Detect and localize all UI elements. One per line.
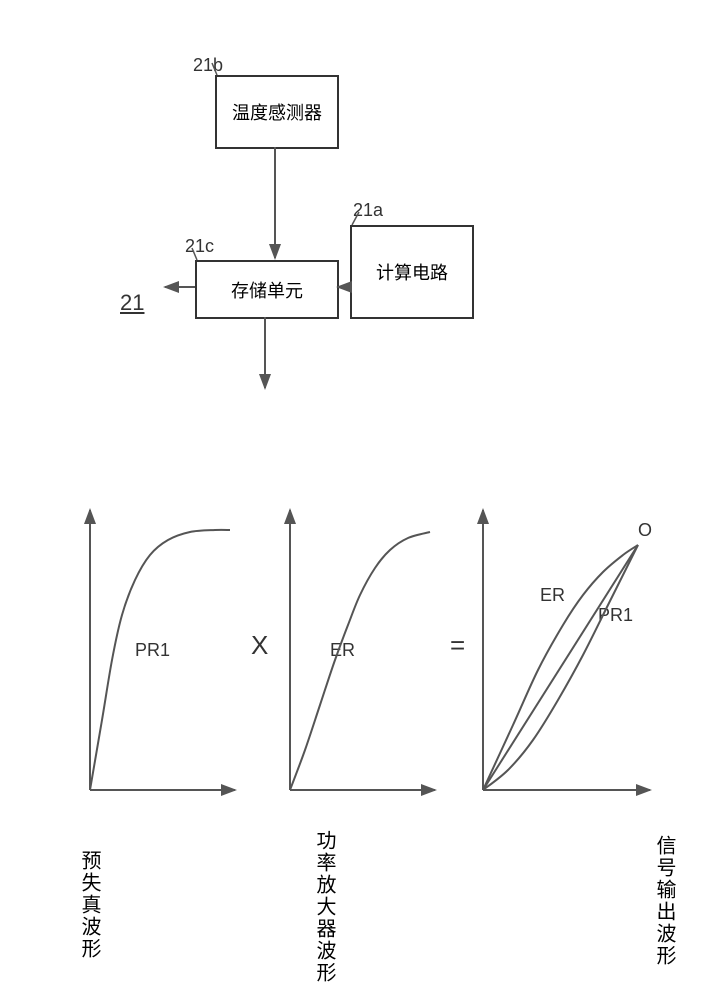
pd-curve [90,530,230,790]
out-line-O [483,545,638,790]
pa-curve [290,532,430,790]
svg-layer [0,0,717,1000]
diagram-root: 21 温度感测器 21b 计算电路 21a 存储单元 21c X = PR1 E… [0,0,717,1000]
